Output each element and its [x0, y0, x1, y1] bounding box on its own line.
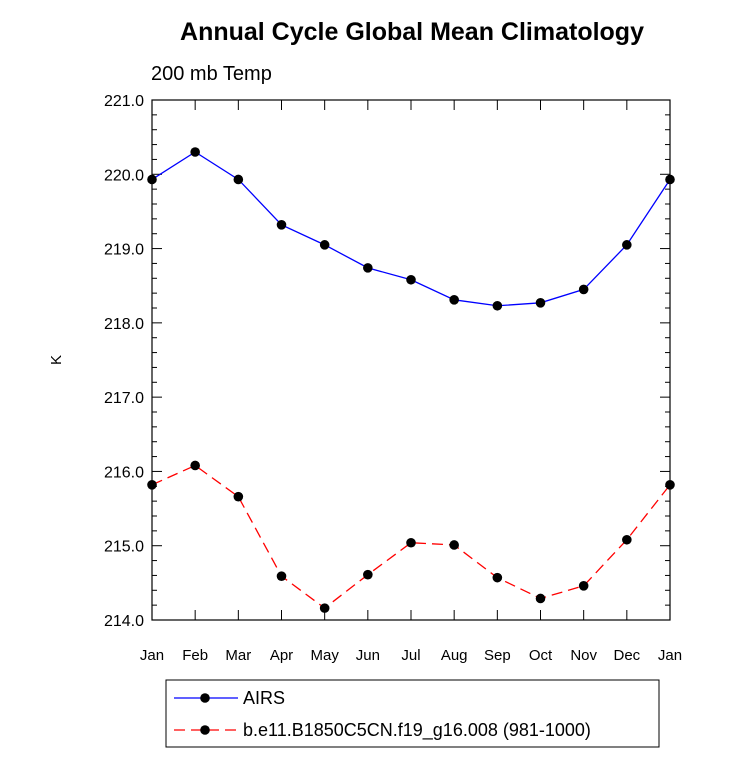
y-tick-label: 221.0	[104, 93, 144, 110]
x-tick-label: Sep	[484, 647, 511, 664]
data-point	[449, 295, 459, 305]
data-point	[190, 460, 200, 471]
x-tick-label: Feb	[182, 647, 208, 664]
series-group	[147, 147, 675, 613]
y-tick-label: 215.0	[104, 539, 144, 556]
data-point	[578, 284, 589, 295]
data-point	[319, 603, 330, 613]
x-tick-label: Apr	[270, 647, 293, 664]
data-point	[578, 581, 589, 591]
data-point	[665, 480, 675, 490]
x-tick-label: Nov	[570, 647, 597, 664]
data-point	[406, 537, 416, 548]
x-tick-label: Aug	[441, 647, 468, 664]
legend-items: AIRS b.e11.B1850C5CN.f19_g16.008 (981-100…	[174, 688, 591, 741]
x-tick-label: Jul	[401, 647, 420, 664]
legend-label: b.e11.B1850C5CN.f19_g16.008 (981-1000)	[243, 720, 591, 741]
y-tick-label: 217.0	[104, 390, 144, 407]
y-tick-labels: 214.0 215.0 216.0 217.0 218.0 219.0 220.0 221.0	[104, 93, 144, 630]
data-point	[363, 569, 373, 580]
y-tick-label: 220.0	[104, 167, 144, 184]
legend-swatch-marker	[200, 725, 210, 735]
data-point	[276, 220, 287, 230]
x-tick-label: Jan	[140, 647, 164, 664]
legend-item: AIRS	[174, 688, 285, 708]
data-point	[535, 593, 546, 604]
data-point	[622, 534, 632, 545]
legend-item: b.e11.B1850C5CN.f19_g16.008 (981-1000)	[174, 720, 591, 741]
data-point	[276, 571, 287, 581]
data-point	[319, 240, 330, 250]
legend: AIRS b.e11.B1850C5CN.f19_g16.008 (981-100…	[165, 679, 660, 748]
data-point	[449, 540, 459, 550]
data-point	[622, 240, 632, 250]
data-point	[190, 147, 200, 157]
data-point	[406, 274, 416, 285]
legend-box	[165, 679, 660, 748]
x-tick-label: Mar	[225, 647, 251, 664]
data-point	[492, 572, 503, 583]
x-tick-label: Jan	[658, 647, 682, 664]
y-tick-label: 216.0	[104, 464, 144, 481]
data-point	[492, 300, 503, 311]
y-axis-label: K	[48, 355, 65, 365]
x-tick-label: Dec	[613, 647, 640, 664]
x-tick-labels: Jan Feb Mar Apr May Jun Jul Aug Sep Oct Nov Dec Jan	[140, 647, 682, 664]
x-tick-label: Jun	[356, 647, 380, 664]
legend-label: AIRS	[243, 688, 285, 708]
data-point	[363, 263, 373, 273]
data-point	[665, 174, 675, 185]
series-2	[147, 460, 675, 613]
y-tick-label: 214.0	[104, 613, 144, 630]
y-tick-label: 218.0	[104, 316, 144, 333]
x-tick-label: May	[310, 647, 339, 664]
series-1	[147, 147, 675, 311]
chart-title: Annual Cycle Global Mean Climatology	[180, 18, 644, 46]
data-point	[147, 174, 157, 185]
data-point	[535, 298, 546, 308]
y-tick-label: 219.0	[104, 242, 144, 259]
data-point	[233, 491, 244, 502]
x-tick-label: Oct	[529, 647, 553, 664]
chart-subtitle: 200 mb Temp	[151, 63, 272, 85]
data-point	[233, 174, 244, 185]
data-point	[147, 480, 157, 490]
tick-marks	[151, 99, 671, 621]
legend-swatch-marker	[200, 693, 210, 703]
series-line	[151, 464, 671, 609]
